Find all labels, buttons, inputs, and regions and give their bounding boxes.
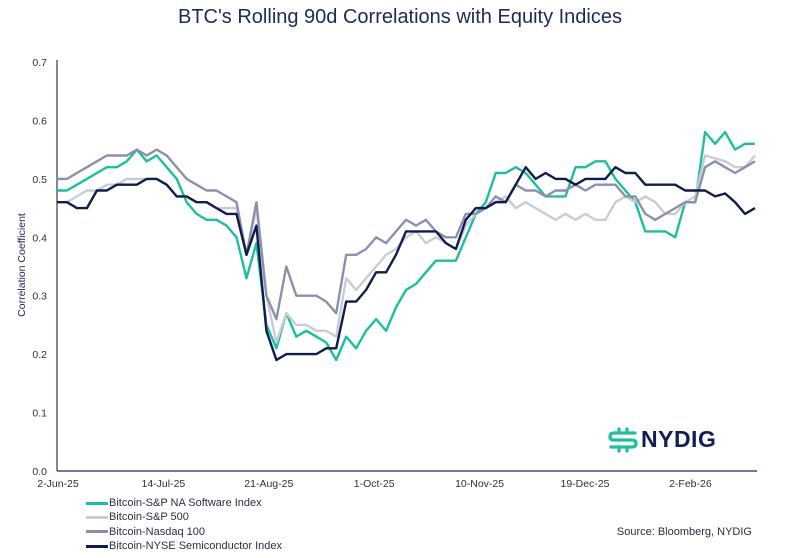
legend-item-sp500: Bitcoin-S&P 500 (86, 510, 282, 524)
x-tick-label: 2-Jun-25 (37, 478, 79, 490)
legend-label: Bitcoin-S&P 500 (109, 511, 189, 524)
legend-swatch (86, 544, 108, 548)
y-tick-label: 0.6 (32, 115, 47, 127)
series-line-semiconductor (57, 165, 756, 362)
x-axis-ticks: 2-Jun-25 14-Jul-25 21-Aug-25 1-Oct-25 10-Nov… (37, 478, 712, 490)
legend-label: Bitcoin-S&P NA Software Index (109, 497, 262, 510)
legend-item-nasdaq100: Bitcoin-Nasdaq 100 (86, 525, 282, 539)
nydig-logo-icon (608, 426, 638, 453)
legend-item-semiconductor: Bitcoin-NYSE Semiconductor Index (86, 539, 282, 553)
x-tick-label: 10-Nov-25 (455, 478, 504, 490)
x-tick-label: 19-Dec-25 (560, 478, 609, 490)
y-axis-label: Correlation Coefficient (16, 213, 28, 317)
y-axis-ticks: 0.0 0.1 0.2 0.3 0.4 0.5 0.6 0.7 (32, 57, 47, 478)
y-tick-label: 0.3 (32, 291, 47, 303)
x-tick-label: 1-Oct-25 (354, 478, 395, 490)
source-note: Source: Bloomberg, NYDIG (616, 526, 752, 538)
chart-title: BTC's Rolling 90d Correlations with Equi… (177, 6, 622, 28)
logo-wordmark: NYDIG (641, 426, 717, 452)
y-tick-label: 0.5 (32, 174, 47, 186)
legend-label: Bitcoin-NYSE Semiconductor Index (109, 540, 283, 553)
x-tick-label: 14-Jul-25 (142, 478, 186, 490)
y-tick-label: 0.7 (32, 57, 47, 69)
x-tick-label: 2-Feb-26 (669, 478, 712, 490)
series-lines (57, 130, 756, 362)
y-tick-label: 0.2 (32, 349, 47, 361)
y-tick-label: 0.0 (32, 466, 47, 478)
legend-swatch (86, 501, 108, 505)
series-line-software (57, 130, 755, 362)
series-line-nasdaq100 (57, 148, 756, 321)
legend-label: Bitcoin-Nasdaq 100 (109, 525, 206, 538)
line-chart: 0.0 0.1 0.2 0.3 0.4 0.5 0.6 0.7 2-Jun-25 14-Jul-… (16, 57, 757, 490)
y-tick-label: 0.1 (32, 408, 47, 420)
x-tick-label: 21-Aug-25 (244, 478, 293, 490)
legend: Bitcoin-S&P NA Software Index Bitcoin-S&… (86, 496, 282, 553)
y-tick-label: 0.4 (32, 232, 47, 244)
legend-item-software: Bitcoin-S&P NA Software Index (86, 496, 282, 510)
nydig-logo: NYDIG (608, 426, 716, 453)
legend-swatch (86, 530, 108, 534)
legend-swatch (86, 515, 108, 519)
